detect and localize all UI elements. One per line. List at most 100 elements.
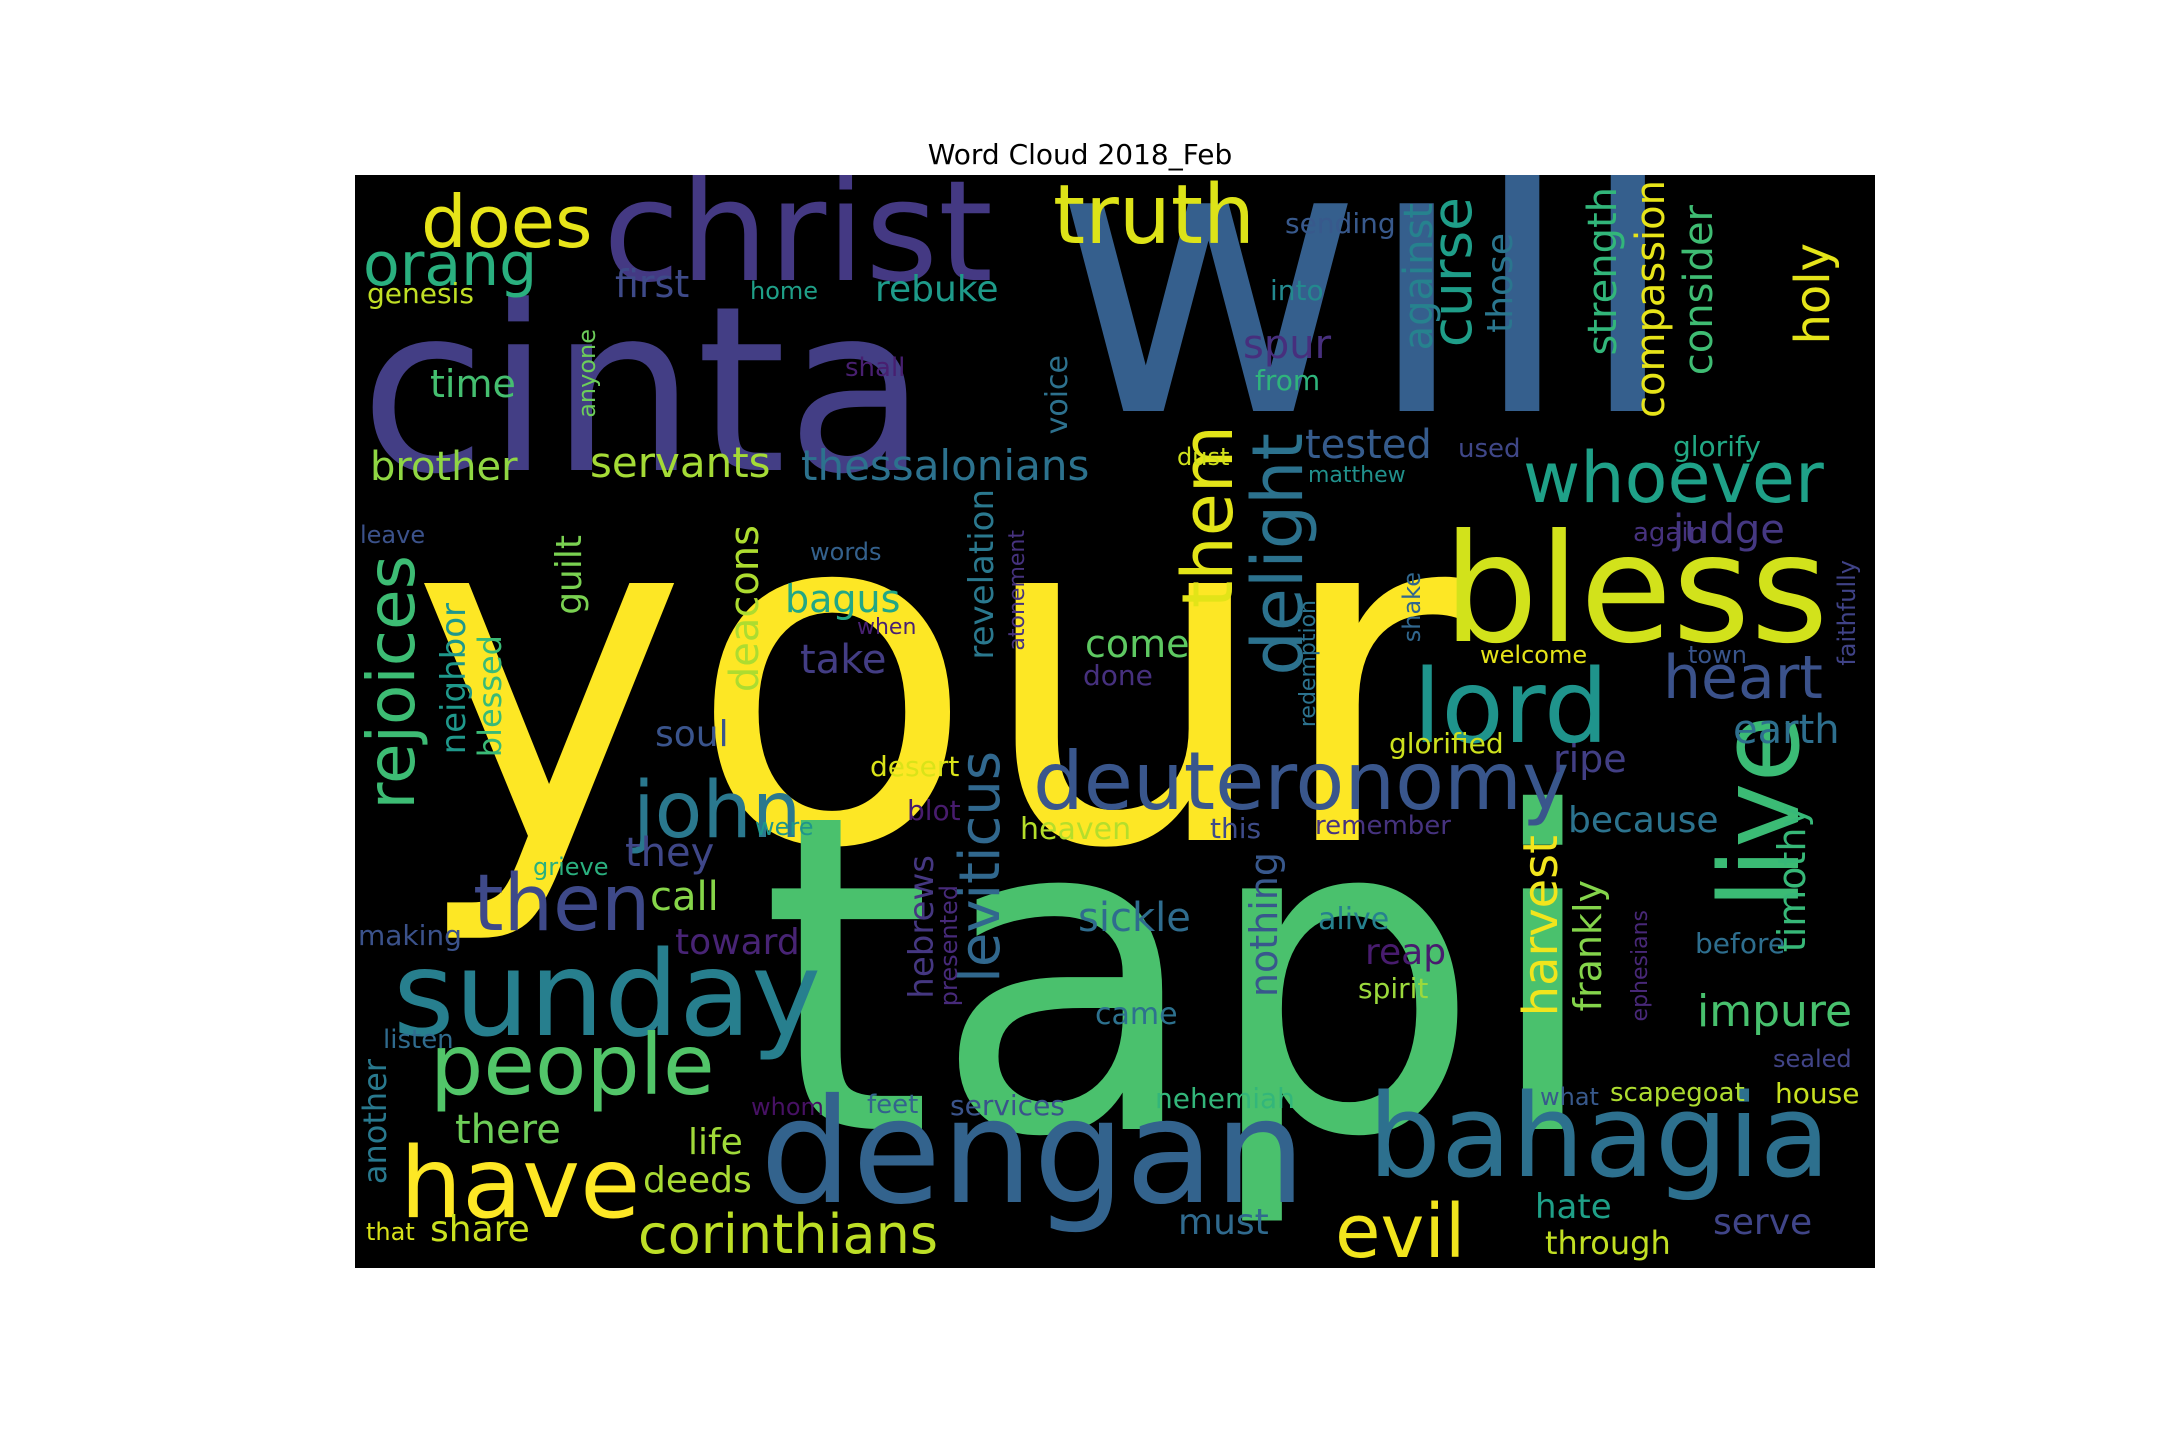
word-blessed: blessed [471,635,509,758]
word-town: town [1688,641,1747,669]
word-done: done [1083,659,1153,692]
word-life: life [688,1122,743,1163]
word-what: what [1540,1083,1599,1111]
chart-title: Word Cloud 2018_Feb [927,138,1233,171]
word-matthew: matthew [1308,463,1406,488]
word-call: call [650,874,719,920]
word-deeds: deeds [643,1160,752,1201]
word-consider: consider [1676,205,1722,376]
word-revelation: revelation [962,489,1002,660]
word-came: came [1095,997,1178,1032]
word-tested: tested [1305,422,1432,468]
word-this: this [1210,812,1262,845]
word-cloud: your tapi will cinta christ dengan bahagia bles… [355,175,1875,1268]
word-there: there [455,1107,561,1153]
word-they: they [625,830,715,876]
word-impure: impure [1697,986,1853,1037]
word-first: first [615,262,690,306]
word-making: making [358,919,462,952]
word-toward: toward [675,922,800,963]
word-remember: remember [1315,811,1451,841]
word-when: when [857,615,917,640]
word-corinthians: corinthians [638,1203,939,1266]
word-whoever: whoever [1523,437,1824,519]
word-through: through [1545,1224,1671,1262]
word-redemption: redemption [1296,600,1321,728]
word-evil: evil [1335,1189,1466,1268]
word-hebrews: hebrews [902,855,942,999]
word-nothing: nothing [1242,852,1286,998]
word-hate: hate [1535,1187,1612,1227]
word-share: share [430,1209,530,1250]
word-before: before [1695,927,1786,960]
word-whom: whom [751,1093,824,1121]
word-soul: soul [655,714,729,755]
word-glorified: glorified [1389,727,1504,760]
word-ripe: ripe [1553,737,1627,781]
word-brother: brother [370,444,518,490]
word-grieve: grieve [533,853,609,881]
word-people: people [430,1016,715,1114]
word-from: from [1255,364,1321,397]
word-truth: truth [1053,175,1255,263]
word-voice: voice [1040,355,1075,435]
word-your: your [410,404,1467,951]
word-frankly: frankly [1566,880,1610,1012]
word-sunday: sunday [393,925,822,1063]
word-have: have [400,1127,641,1241]
word-heaven: heaven [1020,812,1132,847]
word-feet: feet [867,1090,919,1120]
word-john: john [633,766,802,856]
word-bagus: bagus [785,577,901,621]
word-services: services [950,1089,1065,1122]
word-house: house [1775,1077,1860,1110]
word-rebuke: rebuke [875,269,999,310]
word-will: will [1053,175,1681,501]
word-were: were [755,813,814,841]
word-blot: blot [907,794,961,827]
word-then: then [473,859,651,949]
word-serve: serve [1713,1202,1813,1243]
word-sending: sending [1285,207,1396,240]
word-because: because [1568,800,1719,841]
word-guilt: guilt [549,535,590,615]
word-spur: spur [1243,322,1332,368]
word-words: words [810,538,882,566]
word-deacons: deacons [722,525,768,693]
word-into: into [1270,274,1324,307]
word-tapi: tapi [760,721,1604,1233]
word-faithfully: faithfully [1833,560,1861,666]
word-judge: judge [1673,507,1785,553]
word-sealed: sealed [1773,1045,1852,1073]
word-against: against [1396,203,1442,351]
word-shall: shall [845,353,906,383]
word-listen: listen [383,1025,454,1055]
word-thessalonians: thessalonians [801,441,1090,490]
word-spirit: spirit [1358,972,1429,1005]
word-time: time [430,362,516,406]
word-ephesians: ephesians [1628,910,1653,1022]
word-harvest: harvest [1513,835,1569,1017]
word-come: come [1085,622,1190,666]
word-leave: leave [360,521,426,549]
word-bless: bless [1443,503,1829,677]
word-anyone: anyone [573,329,601,418]
word-reap: reap [1365,932,1447,973]
word-home: home [750,277,819,305]
word-sickle: sickle [1078,895,1191,941]
word-alive: alive [1318,902,1390,937]
word-nehemiah: nehemiah [1155,1082,1295,1115]
word-take: take [800,637,887,683]
word-used: used [1458,434,1521,464]
word-glorify: glorify [1673,430,1761,463]
word-christ: christ [603,175,993,314]
word-again: again [1633,518,1706,548]
word-genesis: genesis [367,277,474,310]
word-desert: desert [870,750,960,783]
word-servants: servants [590,438,771,487]
word-does: does [421,180,593,264]
word-lord: lord [1413,648,1609,767]
word-strength: strength [1580,187,1626,356]
word-welcome: welcome [1480,641,1588,669]
word-dengan: dengan [760,1068,1306,1237]
